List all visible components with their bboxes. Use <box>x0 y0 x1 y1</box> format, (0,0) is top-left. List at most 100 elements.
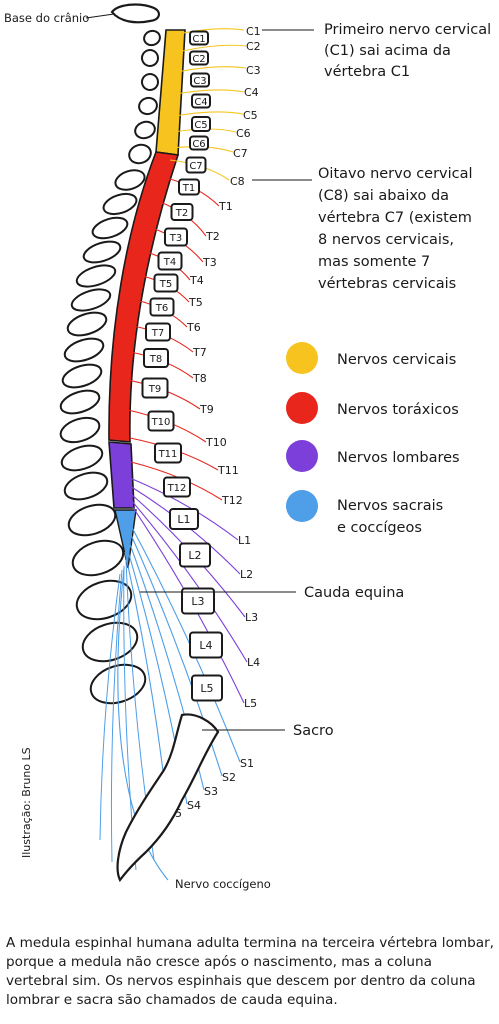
vertebra-t8 <box>143 348 169 368</box>
vertebra-t7 <box>145 322 171 342</box>
vertebra-l2 <box>179 542 211 568</box>
vertebra-t9 <box>141 377 169 399</box>
spinous-process <box>59 416 101 444</box>
nerve-l2-label: L2 <box>240 568 253 581</box>
illustration-credit: Ilustração: Bruno LS <box>20 747 33 858</box>
nerve-c2-label: C2 <box>246 40 261 53</box>
nerve-t1-label: T1 <box>218 200 233 213</box>
c1-annotation-line: (C1) sai acima da <box>324 43 451 59</box>
spinal-cord-cervical <box>155 29 186 156</box>
legend-label-sacral-2: e coccígeos <box>337 520 422 536</box>
spinous-process <box>67 503 117 537</box>
spinous-process <box>138 96 158 116</box>
skull-base-pointer <box>85 13 115 19</box>
c8-annotation-line: Oitavo nervo cervical <box>318 166 473 182</box>
vertebra-t2 <box>170 203 194 221</box>
vertebra-label: C2 <box>192 54 205 65</box>
nerve-t10-label: T10 <box>205 436 227 449</box>
nerve-t2-label: T2 <box>205 230 220 243</box>
vertebra-label: L2 <box>188 549 201 562</box>
vertebra-l3 <box>181 587 215 615</box>
spinal-cord-lumbar <box>108 441 135 509</box>
vertebra-label: T8 <box>149 354 162 365</box>
legend-swatch-sacral <box>286 490 318 522</box>
vertebra-label: T4 <box>163 257 176 268</box>
spinous-process <box>91 216 129 240</box>
c8-annotation-line: mas somente 7 <box>318 254 430 270</box>
spinous-process <box>60 444 104 472</box>
vertebra-label: T7 <box>151 328 164 339</box>
cauda-equina-strand <box>99 573 121 841</box>
vertebra-c1 <box>189 30 209 46</box>
spinous-process <box>82 240 122 264</box>
nerve-s2-label: S2 <box>222 771 236 784</box>
nerve-l1-root <box>129 477 239 541</box>
nerve-s4-label: S4 <box>187 799 201 812</box>
nerve-roots: C1 C2 C3 C4 C5 C6 C7 C8 T1 T2 T3 T4 T5 T6 T7 T8 T9 T10 T11… <box>99 25 261 881</box>
spinous-process <box>134 120 156 140</box>
vertebra-label: T6 <box>155 303 168 314</box>
spinous-process <box>66 311 108 337</box>
legend-label-sacral: Nervos sacrais <box>337 498 443 514</box>
spinous-process <box>102 192 138 216</box>
nerve-l1-label: L1 <box>238 534 251 547</box>
vertebra-t12 <box>163 476 191 498</box>
vertebra-label: L5 <box>200 682 213 695</box>
legend-label-cervical: Nervos cervicais <box>337 352 456 368</box>
nerve-s1-label: S1 <box>240 757 254 770</box>
nerve-c3-root <box>176 66 247 73</box>
c1-annotation-line: vértebra C1 <box>324 64 410 80</box>
vertebra-l1 <box>169 508 199 530</box>
c8-annotation: Oitavo nervo cervical (C8) sai abaixo da… <box>318 166 473 292</box>
nerve-t8-label: T8 <box>192 372 207 385</box>
spinous-process <box>63 471 109 501</box>
vertebra-l5 <box>191 674 223 702</box>
vertebra-t1 <box>178 178 200 196</box>
spinous-process <box>71 539 125 577</box>
vertebra-label: C1 <box>192 34 205 45</box>
vertebra-c2 <box>189 50 209 66</box>
vertebral-bodies: C1 C2 C3 C4 C5 C6 C7 T1 T2 T3 T4 T5 T6 T7 T8 T9 T10 T11 T1… <box>141 30 223 702</box>
c8-annotation-line: (C8) sai abaixo da <box>318 188 449 204</box>
nerve-c1-label: C1 <box>246 25 261 38</box>
coccygeal-nerve-root <box>117 567 169 881</box>
nerve-c5-root <box>174 111 244 117</box>
nerve-t11-label: T11 <box>217 464 239 477</box>
spinous-process <box>141 73 159 91</box>
nerve-t3-label: T3 <box>202 256 217 269</box>
nerve-c7-label: C7 <box>233 147 248 160</box>
spinous-process <box>59 389 101 415</box>
nerve-t5-label: T5 <box>188 296 203 309</box>
skull-base-shape <box>110 3 160 24</box>
c1-annotation-line: Primeiro nervo cervical <box>324 22 491 38</box>
c8-annotation-line: vértebras cervicais <box>318 276 456 292</box>
nerve-l3-label: L3 <box>245 611 258 624</box>
spinous-process <box>70 288 112 312</box>
nerve-t4-label: T4 <box>189 274 204 287</box>
vertebra-label: T12 <box>167 483 187 494</box>
vertebra-label: C4 <box>194 97 207 108</box>
cauda-equina-strand <box>110 569 123 863</box>
nerve-l5-label: L5 <box>244 697 257 710</box>
caption-text: A medula espinhal humana adulta termina … <box>6 935 495 1008</box>
vertebra-c7 <box>185 156 207 174</box>
spinal-cord-thoracic <box>108 151 180 443</box>
vertebra-label: T9 <box>148 384 161 395</box>
nerve-c4-root <box>175 89 245 95</box>
nerve-t9-label: T9 <box>199 403 214 416</box>
nerve-t12-label: T12 <box>221 494 243 507</box>
nerve-l4-label: L4 <box>247 656 260 669</box>
vertebra-t11 <box>154 442 182 464</box>
vertebra-label: L3 <box>191 595 204 608</box>
vertebra-c6 <box>189 135 209 151</box>
vertebra-label: C3 <box>193 76 206 87</box>
spinous-process <box>63 337 105 363</box>
spinous-process <box>143 29 161 47</box>
spinous-process <box>141 49 159 67</box>
nerve-c5-label: C5 <box>243 109 258 122</box>
spinous-process <box>114 169 146 191</box>
legend: Nervos cervicais Nervos toráxicos Nervos… <box>286 342 460 536</box>
vertebra-label: C5 <box>194 120 207 131</box>
sacrum-shape <box>116 713 220 883</box>
